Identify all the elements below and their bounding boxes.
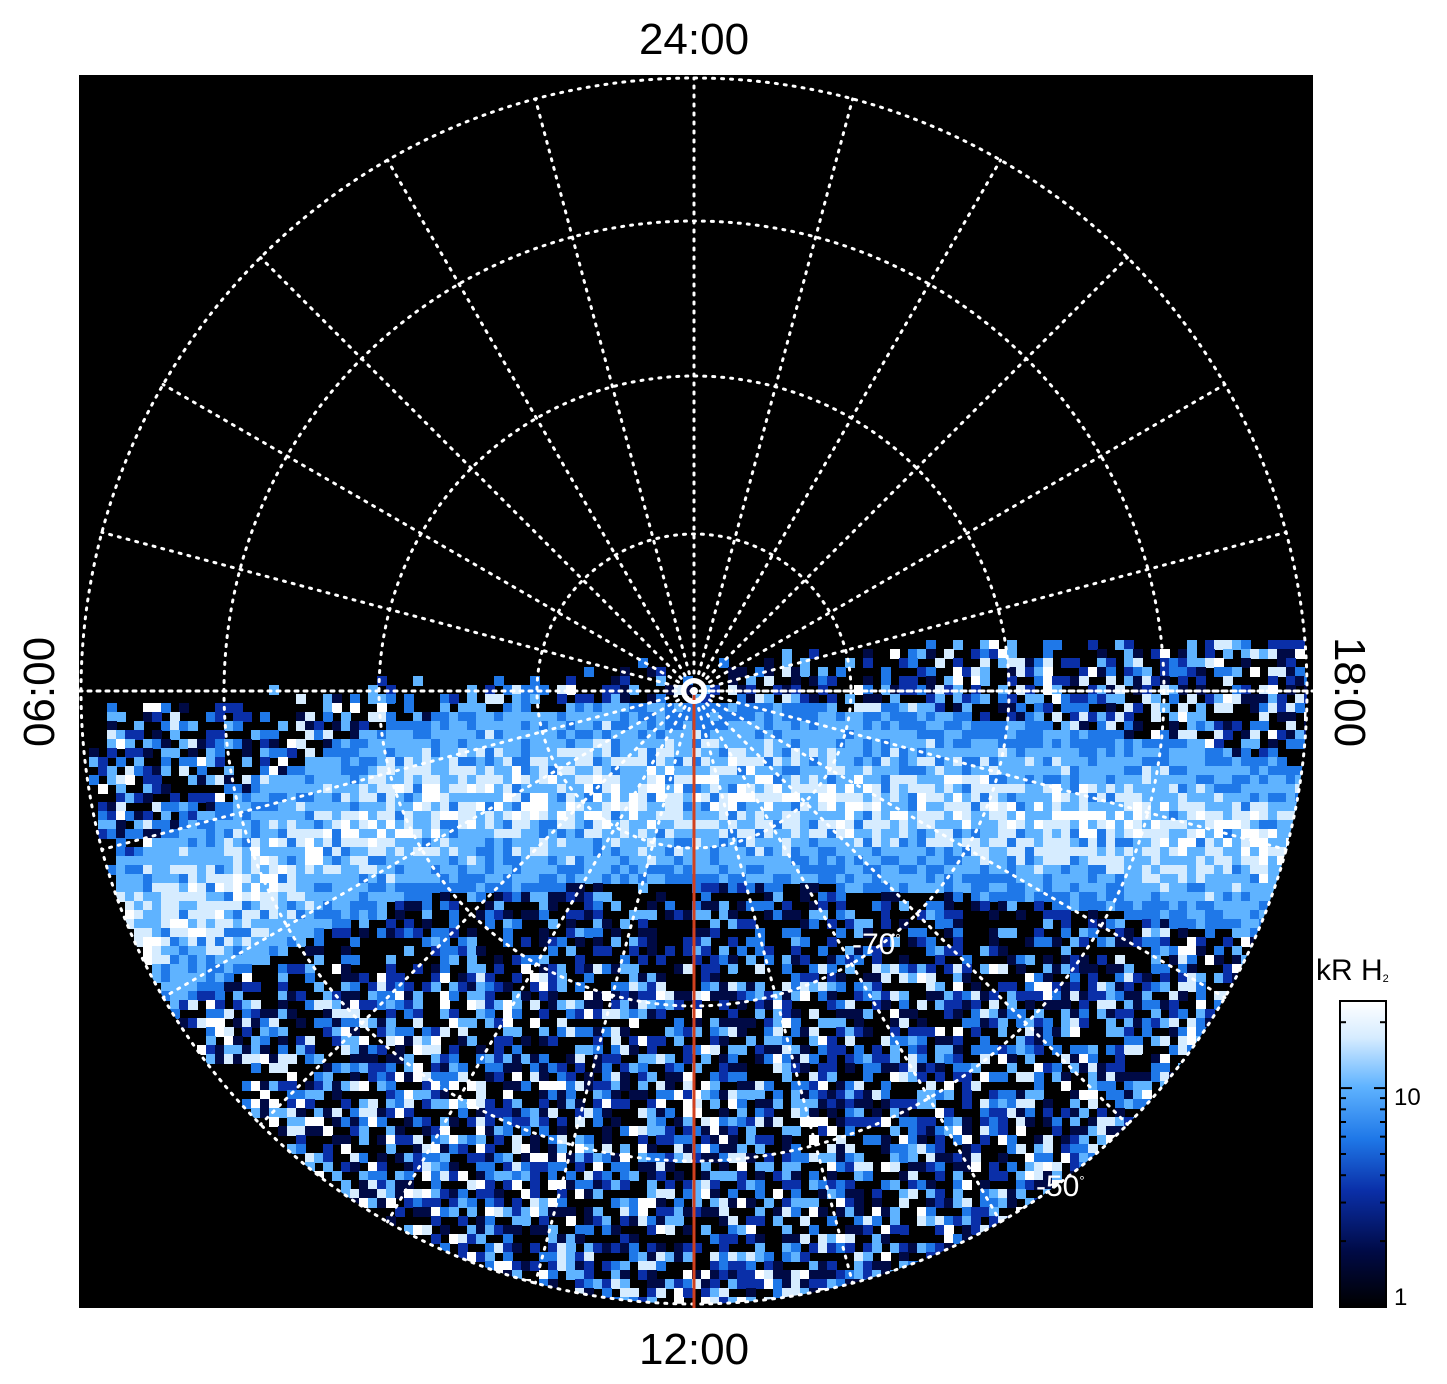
local-time-label-top: 24:00 — [638, 15, 750, 64]
meridian-line-14 — [386, 689, 696, 1224]
latitude-label-50-text: -50 — [1036, 1170, 1080, 1203]
meridian-line-17 — [100, 689, 696, 852]
colorbar-title-subscript: 2 — [1382, 973, 1389, 985]
meridian-line-2 — [692, 158, 1002, 693]
lat-lon-grid — [77, 76, 1315, 1306]
meridian-line-7 — [692, 689, 1288, 852]
colorbar-title-main: kR H — [1316, 954, 1383, 987]
meridian-line-20 — [161, 383, 696, 693]
meridian-line-8 — [692, 689, 1227, 999]
meridian-line-13 — [533, 689, 696, 1285]
meridian-line-9 — [692, 689, 1129, 1126]
meridian-line-11 — [692, 689, 855, 1285]
local-time-label-left: 06:00 — [15, 636, 64, 748]
meridian-line-4 — [692, 383, 1227, 693]
meridian-line-10 — [692, 689, 1002, 1224]
meridian-line-19 — [100, 530, 696, 693]
meridian-line-16 — [161, 689, 696, 999]
meridian-line-3 — [692, 256, 1129, 693]
local-time-label-right: 18:00 — [1325, 636, 1374, 748]
latitude-label-70-text: -70 — [852, 928, 896, 961]
latitude-label-50-unit: ° — [1079, 1173, 1085, 1188]
meridian-line-23 — [533, 97, 696, 693]
latitude-label-70: -70° — [852, 930, 901, 960]
meridian-line-21 — [259, 256, 696, 693]
meridian-line-15 — [259, 689, 696, 1126]
meridian-line-22 — [386, 158, 696, 693]
colorbar-title: kR H2 — [1316, 956, 1389, 986]
local-time-label-bottom: 12:00 — [638, 1325, 750, 1374]
pole-marker-dot — [690, 687, 698, 695]
latitude-label-50: -50° — [1036, 1172, 1085, 1202]
pole-marker-icon — [681, 678, 707, 704]
colorbar-tick-label-1: 1 — [1394, 1284, 1408, 1311]
meridian-line-1 — [692, 97, 855, 693]
auroral-emission-map — [89, 640, 1307, 1304]
meridian-line-5 — [692, 530, 1288, 693]
colorbar-tick-label-10: 10 — [1394, 1084, 1421, 1111]
colorbar-gradient — [1339, 1000, 1387, 1308]
colorbar-ticks — [1340, 1021, 1386, 1308]
latitude-label-70-unit: ° — [895, 931, 901, 946]
